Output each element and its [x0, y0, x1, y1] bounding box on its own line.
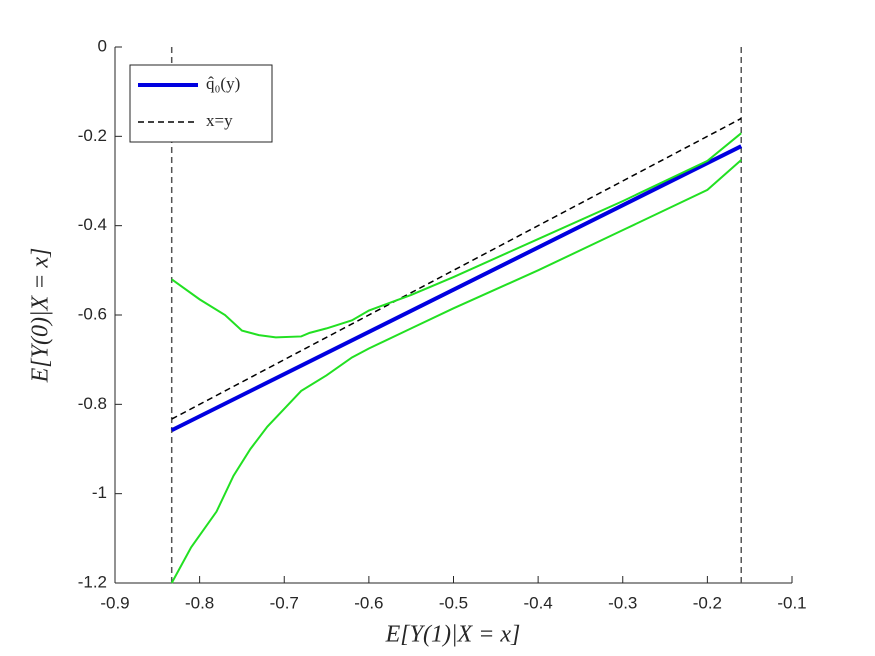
x-tick-label: -0.3	[608, 593, 637, 612]
x-tick-label: -0.8	[185, 593, 214, 612]
y-tick-label: 0	[98, 36, 107, 55]
x-tick-label: -0.4	[523, 593, 552, 612]
x-tick-label: -0.9	[100, 593, 129, 612]
line-series	[170, 144, 743, 433]
legend-label: x=y	[206, 111, 233, 130]
y-tick-label: -1	[92, 483, 107, 502]
x-tick-label: -0.6	[354, 593, 383, 612]
legend-box	[129, 64, 273, 143]
y-tick-label: -1.2	[78, 572, 107, 591]
line-series	[170, 159, 742, 584]
x-tick-label: -0.2	[693, 593, 722, 612]
x-tick-label: -0.5	[439, 593, 468, 612]
legend-label: q̂₀(y)	[206, 74, 240, 93]
y-tick-label: -0.8	[78, 394, 107, 413]
y-axis-label: E[Y(0)|X = x]	[28, 248, 54, 384]
line-series	[171, 117, 742, 420]
x-tick-label: -0.7	[270, 593, 299, 612]
y-tick-label: -0.6	[78, 304, 107, 323]
x-tick-label: -0.1	[777, 593, 806, 612]
line-series	[171, 132, 742, 339]
y-tick-label: -0.2	[78, 126, 107, 145]
x-axis-label: E[Y(1)|X = x]	[385, 622, 521, 648]
y-tick-label: -0.4	[78, 215, 107, 234]
